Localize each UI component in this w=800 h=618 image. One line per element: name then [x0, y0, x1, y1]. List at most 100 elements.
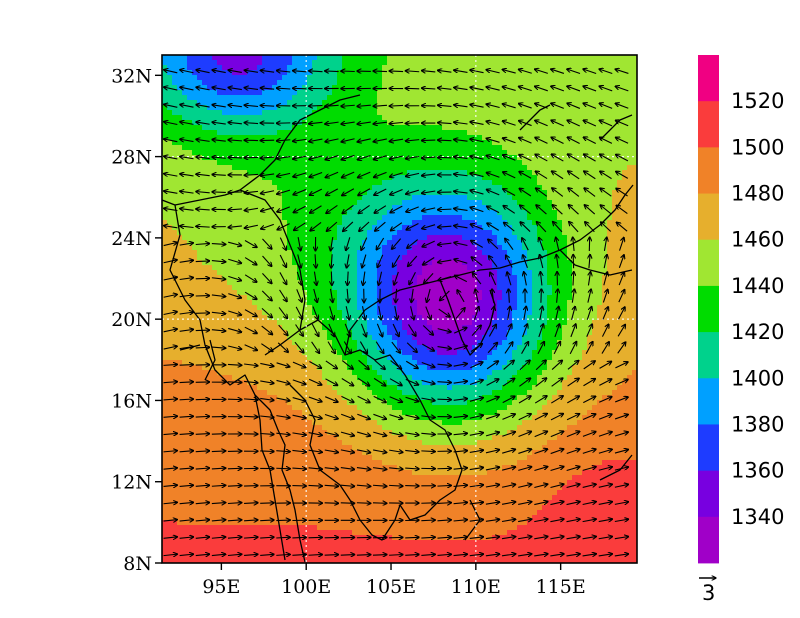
height-cell: [267, 85, 273, 91]
height-cell: [272, 110, 278, 116]
height-cell: [592, 165, 598, 171]
height-cell: [197, 195, 203, 201]
height-cell: [282, 195, 288, 201]
height-cell: [497, 290, 503, 296]
height-cell: [362, 75, 368, 81]
height-cell: [232, 260, 238, 266]
height-cell: [242, 215, 248, 221]
height-cell: [452, 220, 458, 226]
height-cell: [252, 215, 258, 221]
height-cell: [192, 275, 198, 281]
height-cell: [592, 95, 598, 101]
height-cell: [632, 310, 637, 316]
height-cell: [237, 145, 243, 151]
height-cell: [282, 150, 288, 156]
height-cell: [282, 205, 288, 211]
height-cell: [547, 165, 553, 171]
height-cell: [532, 175, 538, 181]
height-cell: [547, 180, 553, 186]
height-cell: [572, 80, 578, 86]
height-cell: [307, 160, 313, 166]
height-cell: [507, 235, 513, 241]
height-cell: [457, 75, 463, 81]
height-cell: [242, 195, 248, 201]
height-cell: [307, 110, 313, 116]
height-cell: [332, 175, 338, 181]
height-cell: [262, 305, 268, 311]
height-cell: [472, 220, 478, 226]
height-cell: [177, 250, 183, 256]
height-cell: [337, 150, 343, 156]
height-cell: [527, 90, 533, 96]
height-cell: [612, 170, 618, 176]
height-cell: [557, 225, 563, 231]
height-cell: [482, 260, 488, 266]
height-cell: [257, 315, 263, 321]
height-cell: [447, 150, 453, 156]
height-cell: [382, 65, 388, 71]
height-cell: [197, 305, 203, 311]
height-cell: [457, 175, 463, 181]
height-cell: [237, 305, 243, 311]
height-cell: [202, 130, 208, 136]
height-cell: [447, 95, 453, 101]
height-cell: [612, 70, 618, 76]
height-cell: [532, 235, 538, 241]
height-cell: [212, 250, 218, 256]
height-cell: [352, 245, 358, 251]
height-cell: [352, 280, 358, 286]
height-cell: [362, 160, 368, 166]
height-cell: [202, 60, 208, 66]
height-cell: [277, 205, 283, 211]
height-cell: [532, 290, 538, 296]
height-cell: [402, 190, 408, 196]
height-cell: [457, 215, 463, 221]
height-cell: [592, 185, 598, 191]
height-cell: [327, 115, 333, 121]
height-cell: [537, 145, 543, 151]
height-cell: [412, 110, 418, 116]
height-cell: [482, 210, 488, 216]
height-cell: [527, 245, 533, 251]
height-cell: [202, 140, 208, 146]
height-cell: [457, 135, 463, 141]
height-cell: [317, 220, 323, 226]
height-cell: [557, 285, 563, 291]
height-cell: [257, 55, 263, 61]
height-cell: [477, 75, 483, 81]
height-cell: [332, 65, 338, 71]
height-cell: [232, 295, 238, 301]
height-cell: [352, 225, 358, 231]
height-cell: [237, 130, 243, 136]
height-cell: [222, 260, 228, 266]
height-cell: [262, 260, 268, 266]
height-cell: [307, 295, 313, 301]
height-cell: [192, 175, 198, 181]
height-cell: [327, 310, 333, 316]
height-cell: [317, 55, 323, 61]
height-cell: [232, 150, 238, 156]
height-cell: [287, 310, 293, 316]
height-cell: [447, 105, 453, 111]
height-cell: [467, 200, 473, 206]
height-cell: [392, 165, 398, 171]
height-cell: [217, 90, 223, 96]
height-cell: [172, 80, 178, 86]
height-cell: [302, 75, 308, 81]
height-cell: [367, 100, 373, 106]
height-cell: [242, 145, 248, 151]
height-cell: [247, 295, 253, 301]
height-cell: [317, 205, 323, 211]
height-cell: [632, 230, 637, 236]
height-cell: [562, 280, 568, 286]
height-cell: [517, 160, 523, 166]
height-cell: [227, 250, 233, 256]
height-cell: [612, 255, 618, 261]
height-cell: [557, 220, 563, 226]
height-cell: [177, 75, 183, 81]
height-cell: [232, 290, 238, 296]
height-cell: [272, 75, 278, 81]
height-cell: [262, 150, 268, 156]
height-cell: [527, 85, 533, 91]
height-cell: [242, 280, 248, 286]
